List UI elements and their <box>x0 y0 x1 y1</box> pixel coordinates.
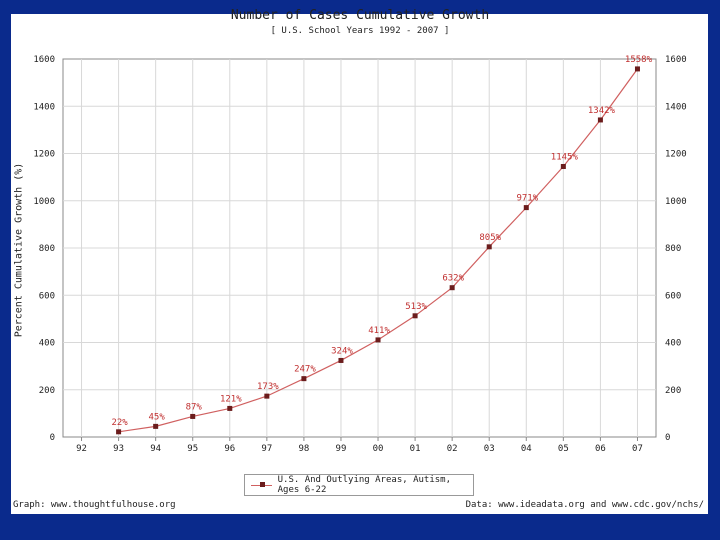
legend-label: U.S. And Outlying Areas, Autism, Ages 6-… <box>277 475 451 495</box>
data-point <box>227 405 233 411</box>
y-tick-label-right: 1200 <box>665 150 687 160</box>
data-point <box>338 357 344 363</box>
y-tick-label-right: 1000 <box>665 197 687 207</box>
data-label: 247% <box>294 365 316 375</box>
data-point <box>523 205 529 211</box>
y-tick-label-left: 1400 <box>33 102 55 112</box>
data-point <box>153 423 159 429</box>
data-label: 173% <box>257 382 279 392</box>
data-point <box>190 413 196 419</box>
data-label: 1145% <box>551 152 579 162</box>
data-label: 22% <box>111 418 128 428</box>
chart-title: Number of Cases Cumulative Growth <box>230 8 490 23</box>
x-tick-label: 97 <box>261 444 272 454</box>
y-tick-label-left: 600 <box>39 291 55 301</box>
chart-subtitle: [ U.S. School Years 1992 - 2007 ] <box>270 26 450 36</box>
y-tick-label-right: 1400 <box>665 102 687 112</box>
y-tick-label-left: 1600 <box>33 55 55 65</box>
data-label: 45% <box>149 412 166 422</box>
x-tick-label: 05 <box>558 444 569 454</box>
data-label: 805% <box>479 233 501 243</box>
y-tick-label-left: 200 <box>39 386 55 396</box>
data-label: 411% <box>368 326 390 336</box>
data-point <box>560 163 566 169</box>
y-tick-label-left: 800 <box>39 244 55 254</box>
x-tick-label: 98 <box>298 444 309 454</box>
y-tick-label-left: 400 <box>39 339 55 349</box>
x-tick-label: 02 <box>447 444 458 454</box>
x-tick-label: 06 <box>595 444 606 454</box>
x-tick-label: 94 <box>150 444 161 454</box>
data-point <box>486 244 492 250</box>
x-tick-label: 96 <box>224 444 235 454</box>
data-point <box>301 376 307 382</box>
y-tick-label-right: 400 <box>665 339 681 349</box>
data-point <box>449 285 455 291</box>
y-tick-label-left: 1200 <box>33 150 55 160</box>
x-tick-label: 07 <box>632 444 643 454</box>
y-tick-label-left: 1000 <box>33 197 55 207</box>
x-tick-label: 03 <box>484 444 495 454</box>
data-label: 513% <box>405 302 427 312</box>
data-label: 1558% <box>625 55 653 65</box>
x-tick-label: 92 <box>76 444 87 454</box>
y-tick-label-right: 200 <box>665 386 681 396</box>
y-tick-label-left: 0 <box>50 433 55 443</box>
y-tick-label-right: 0 <box>665 433 670 443</box>
data-point <box>597 117 603 123</box>
y-tick-label-right: 1600 <box>665 55 687 65</box>
data-credit: Data: www.ideadata.org and www.cdc.gov/n… <box>465 500 704 510</box>
x-tick-label: 01 <box>410 444 421 454</box>
data-label: 971% <box>516 194 538 204</box>
data-point <box>412 313 418 319</box>
data-point <box>264 393 270 399</box>
x-tick-label: 04 <box>521 444 532 454</box>
data-label: 121% <box>220 394 242 404</box>
data-label: 632% <box>442 274 464 284</box>
x-tick-label: 00 <box>373 444 384 454</box>
legend: U.S. And Outlying Areas, Autism, Ages 6-… <box>244 474 474 496</box>
legend-swatch <box>251 480 272 490</box>
x-tick-label: 99 <box>336 444 347 454</box>
data-point <box>375 337 381 343</box>
y-tick-label-right: 800 <box>665 244 681 254</box>
data-label: 87% <box>186 402 203 412</box>
data-label: 324% <box>331 346 353 356</box>
data-point <box>116 429 122 435</box>
x-tick-label: 95 <box>187 444 198 454</box>
y-tick-label-right: 600 <box>665 291 681 301</box>
x-tick-label: 93 <box>113 444 124 454</box>
graph-credit: Graph: www.thoughtfulhouse.org <box>13 500 176 510</box>
data-point <box>634 66 640 72</box>
data-label: 1342% <box>588 106 616 116</box>
